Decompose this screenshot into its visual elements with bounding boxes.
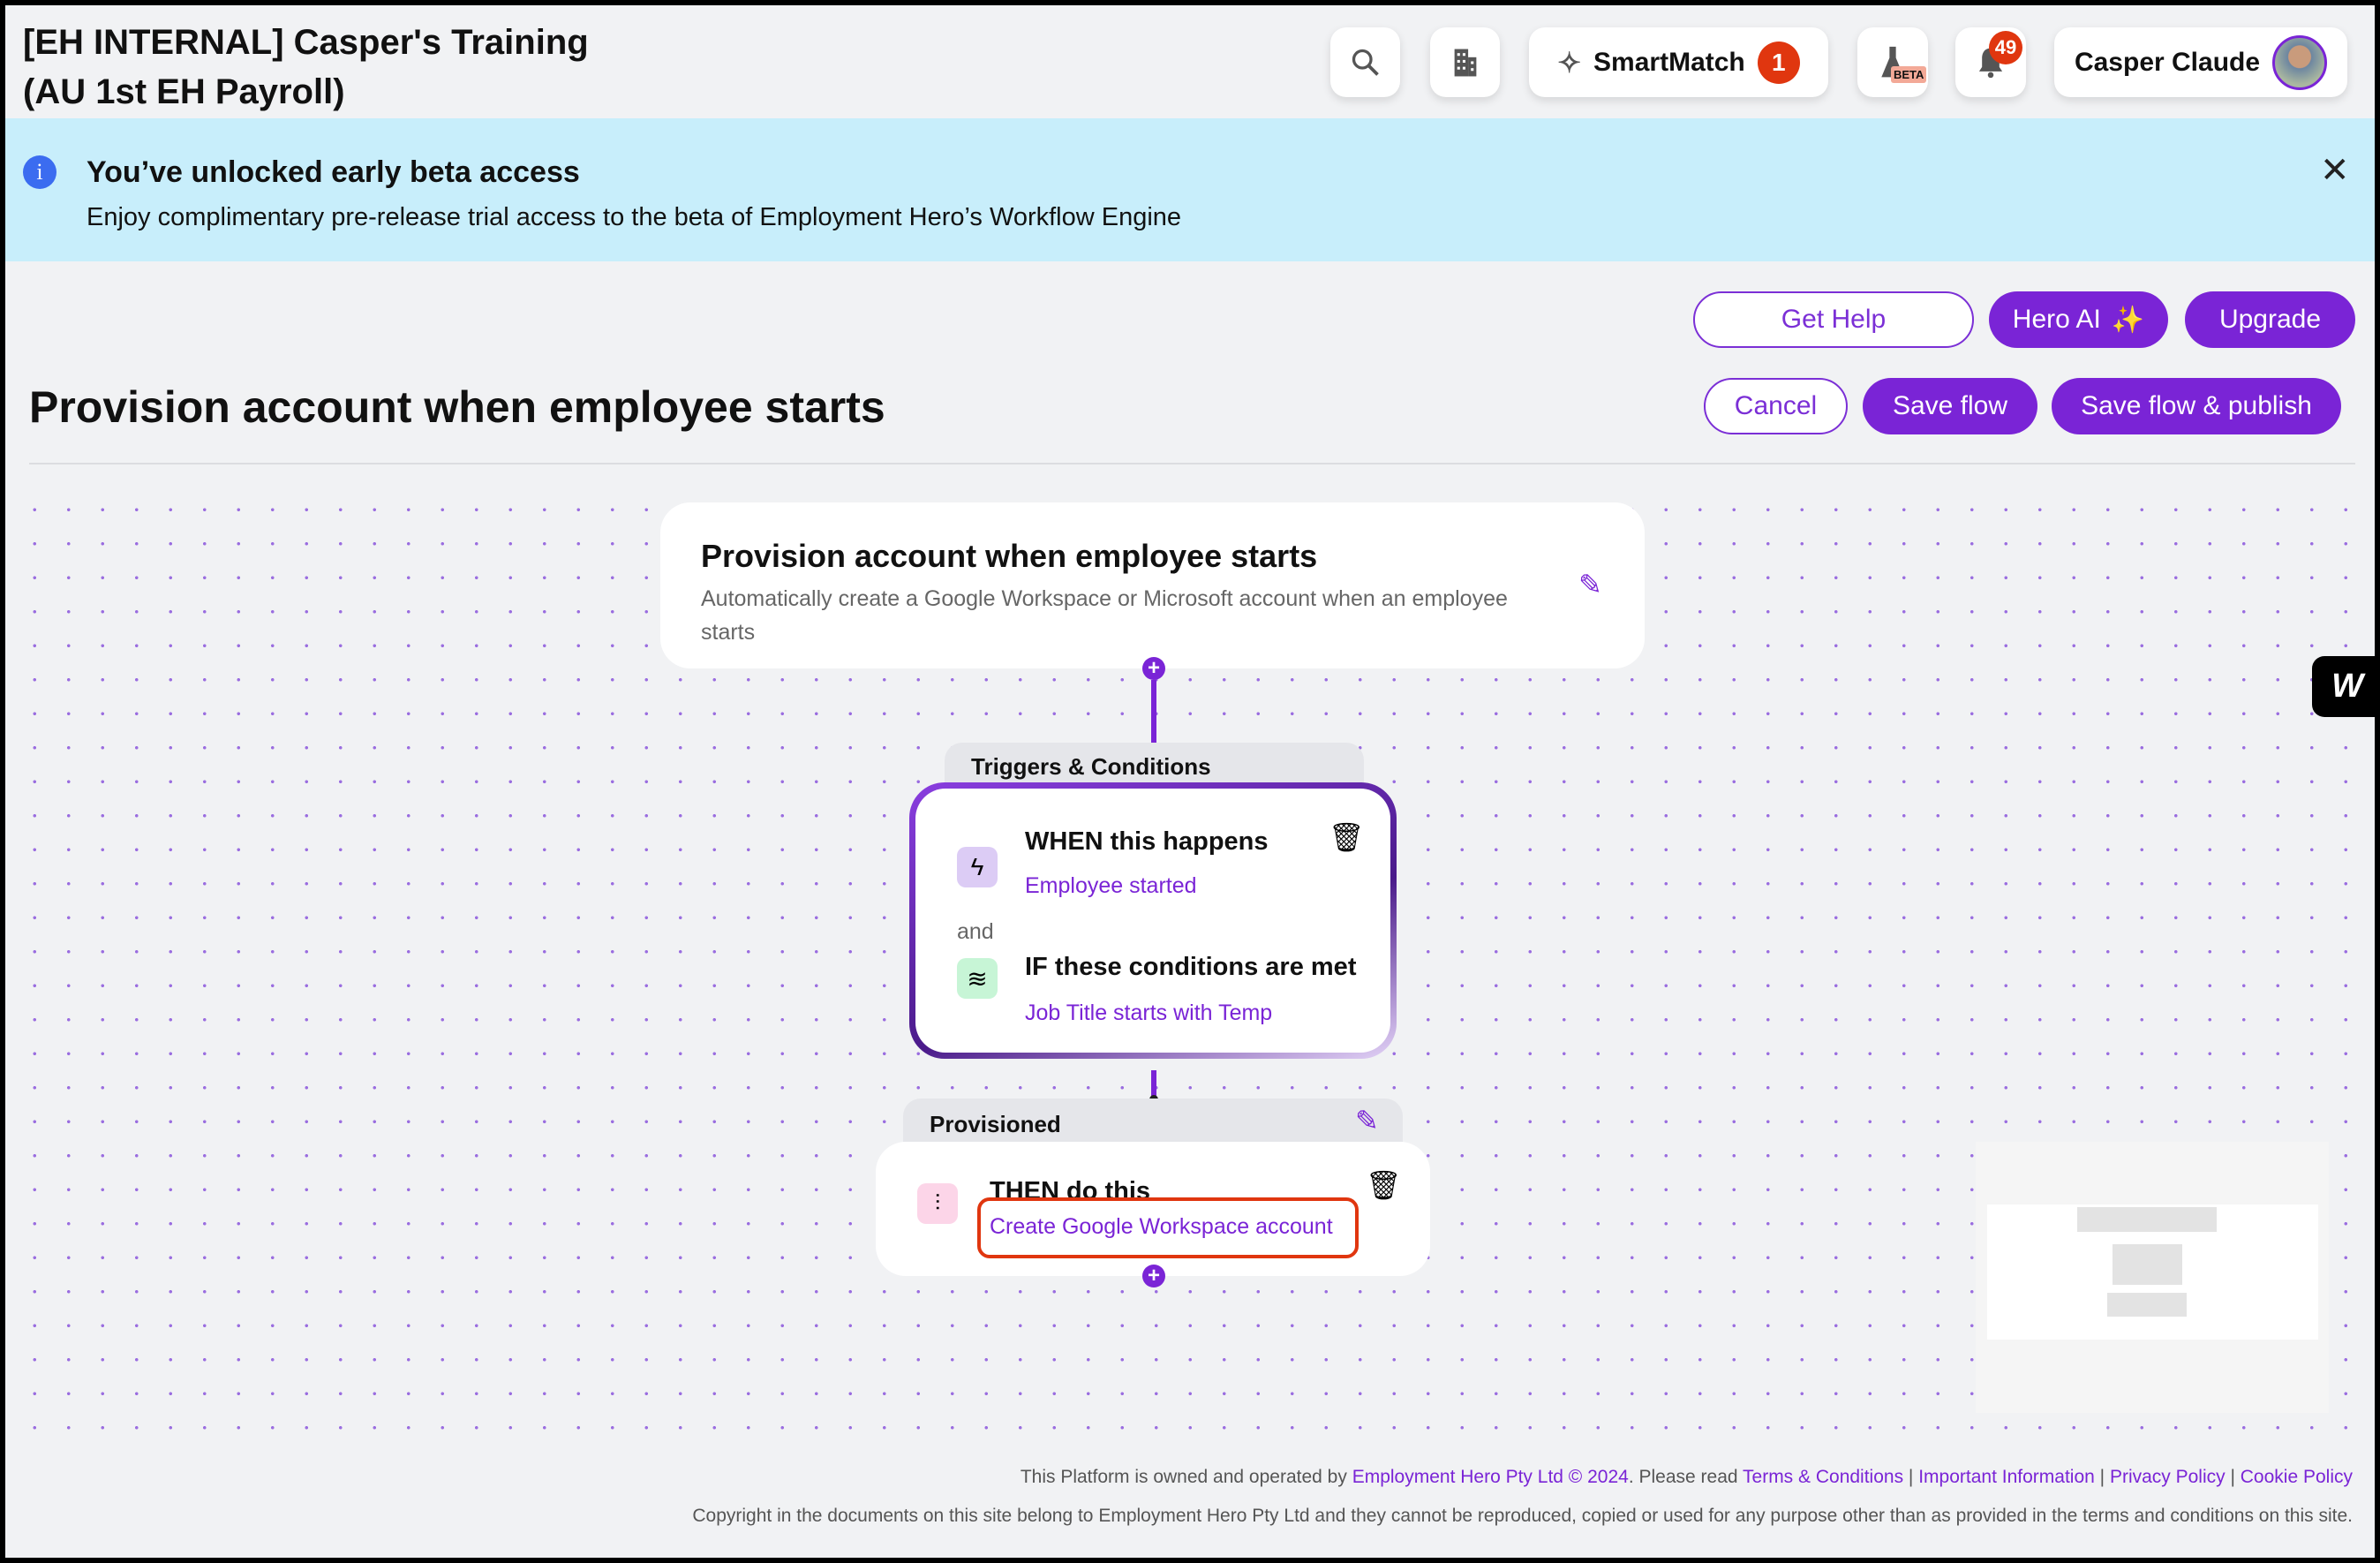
notifications-button[interactable]: 49 xyxy=(1955,27,2026,97)
company-link[interactable]: Employment Hero Pty Ltd © 2024 xyxy=(1352,1467,1629,1487)
layers-icon: ≋ xyxy=(957,958,998,999)
add-step-button[interactable]: + xyxy=(1142,1265,1165,1287)
important-info-link[interactable]: Important Information xyxy=(1918,1467,2095,1487)
sparkle-icon: ✨ xyxy=(2111,305,2145,335)
minimap-node xyxy=(2077,1207,2217,1232)
pencil-icon[interactable]: ✎ xyxy=(1578,569,1602,600)
sparkle-icon: ✧ xyxy=(1557,46,1582,79)
lightning-icon: ϟ xyxy=(957,847,998,887)
cancel-button[interactable]: Cancel xyxy=(1704,378,1848,434)
user-menu-button[interactable]: Casper Claude xyxy=(2054,27,2347,97)
connector xyxy=(1151,1070,1156,1097)
divider xyxy=(29,463,2355,464)
avatar xyxy=(2272,34,2328,90)
terms-link[interactable]: Terms & Conditions xyxy=(1743,1467,1904,1487)
minimap[interactable] xyxy=(1976,1142,2329,1413)
upgrade-button[interactable]: Upgrade xyxy=(2185,291,2355,348)
search-icon xyxy=(1352,49,1379,76)
organisation-button[interactable] xyxy=(1430,27,1500,97)
flow-summary-card[interactable]: Provision account when employee starts A… xyxy=(660,502,1645,668)
triggers-card[interactable]: ϟ WHEN this happens 🗑 Employee started a… xyxy=(909,782,1397,1059)
widget-button[interactable]: W xyxy=(2312,656,2375,717)
highlight-box xyxy=(977,1197,1359,1258)
minimap-node xyxy=(2113,1244,2182,1285)
pencil-icon[interactable]: ✎ xyxy=(1355,1105,1379,1136)
connector xyxy=(1151,680,1156,751)
minimap-node xyxy=(2107,1293,2187,1317)
smartmatch-badge: 1 xyxy=(1757,41,1800,84)
workspace-title: [EH INTERNAL] Casper's Training (AU 1st … xyxy=(23,23,589,111)
notifications-badge: 49 xyxy=(1989,31,2022,64)
footer: This Platform is owned and operated by E… xyxy=(692,1458,2353,1536)
page-title: Provision account when employee starts xyxy=(29,382,885,432)
action-card[interactable]: ⫶ THEN do this 🗑 Create Google Workspace… xyxy=(876,1142,1430,1276)
copyright: Copyright in the documents on this site … xyxy=(692,1506,2353,1526)
cookie-link[interactable]: Cookie Policy xyxy=(2240,1467,2353,1487)
hero-ai-button[interactable]: Hero AI ✨ xyxy=(1989,291,2168,348)
save-publish-button[interactable]: Save flow & publish xyxy=(2052,378,2341,434)
beta-banner: i You’ve unlocked early beta access Enjo… xyxy=(5,118,2375,261)
smartmatch-button[interactable]: ✧ SmartMatch 1 xyxy=(1529,27,1828,97)
trash-icon[interactable]: 🗑 xyxy=(1329,821,1365,853)
search-button[interactable] xyxy=(1330,27,1400,97)
save-flow-button[interactable]: Save flow xyxy=(1863,378,2037,434)
close-icon[interactable]: ✕ xyxy=(2320,151,2350,190)
add-step-button[interactable]: + xyxy=(1142,657,1165,680)
info-icon: i xyxy=(23,155,56,189)
privacy-link[interactable]: Privacy Policy xyxy=(2109,1467,2226,1487)
buildings-icon xyxy=(1454,49,1476,76)
beta-tag: BETA xyxy=(1891,66,1927,83)
trash-icon[interactable]: 🗑 xyxy=(1366,1169,1402,1201)
branch-icon: ⫶ xyxy=(917,1183,958,1224)
get-help-button[interactable]: Get Help xyxy=(1693,291,1974,348)
beta-labs-button[interactable]: BETA xyxy=(1857,27,1928,97)
